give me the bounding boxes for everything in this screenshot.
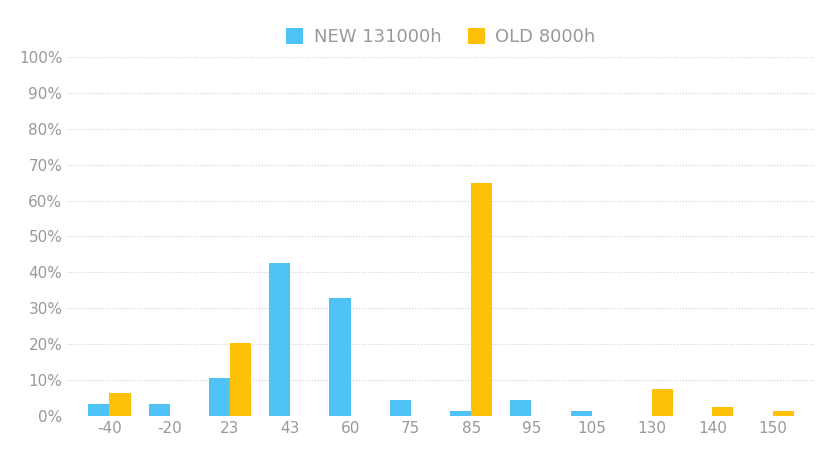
Legend: NEW 131000h, OLD 8000h: NEW 131000h, OLD 8000h — [277, 19, 605, 55]
Bar — [390, 400, 411, 416]
Bar — [209, 378, 230, 416]
Bar — [773, 411, 794, 416]
Bar — [230, 342, 251, 416]
Bar — [652, 389, 673, 416]
Bar — [149, 403, 170, 416]
Bar — [450, 411, 471, 416]
Bar — [329, 298, 350, 416]
Bar — [570, 411, 591, 416]
Bar — [471, 183, 492, 416]
Bar — [88, 403, 109, 416]
Bar — [511, 400, 532, 416]
Bar — [712, 407, 733, 416]
Bar — [269, 263, 291, 416]
Bar — [109, 393, 130, 416]
